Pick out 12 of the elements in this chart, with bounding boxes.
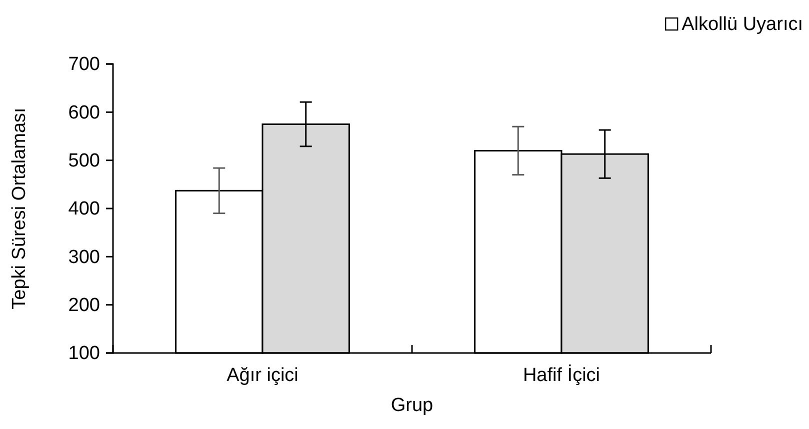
y-tick-label: 200: [68, 294, 100, 316]
y-axis-title: Tepki Süresi Ortalaması: [9, 108, 30, 310]
y-tick-label: 300: [68, 246, 100, 268]
y-tick-label: 100: [68, 343, 100, 364]
y-tick-label: 400: [68, 198, 100, 220]
y-tick-label: 500: [68, 150, 100, 172]
y-tick-label: 600: [68, 102, 100, 124]
x-tick-label: Ağır içici: [226, 365, 298, 386]
y-tick-label: 700: [68, 54, 100, 76]
x-axis-title: Grup: [390, 395, 434, 416]
x-tick-label: Hafif İçici: [522, 364, 600, 386]
legend-label: Alkollü Uyarıcı: [682, 14, 803, 35]
